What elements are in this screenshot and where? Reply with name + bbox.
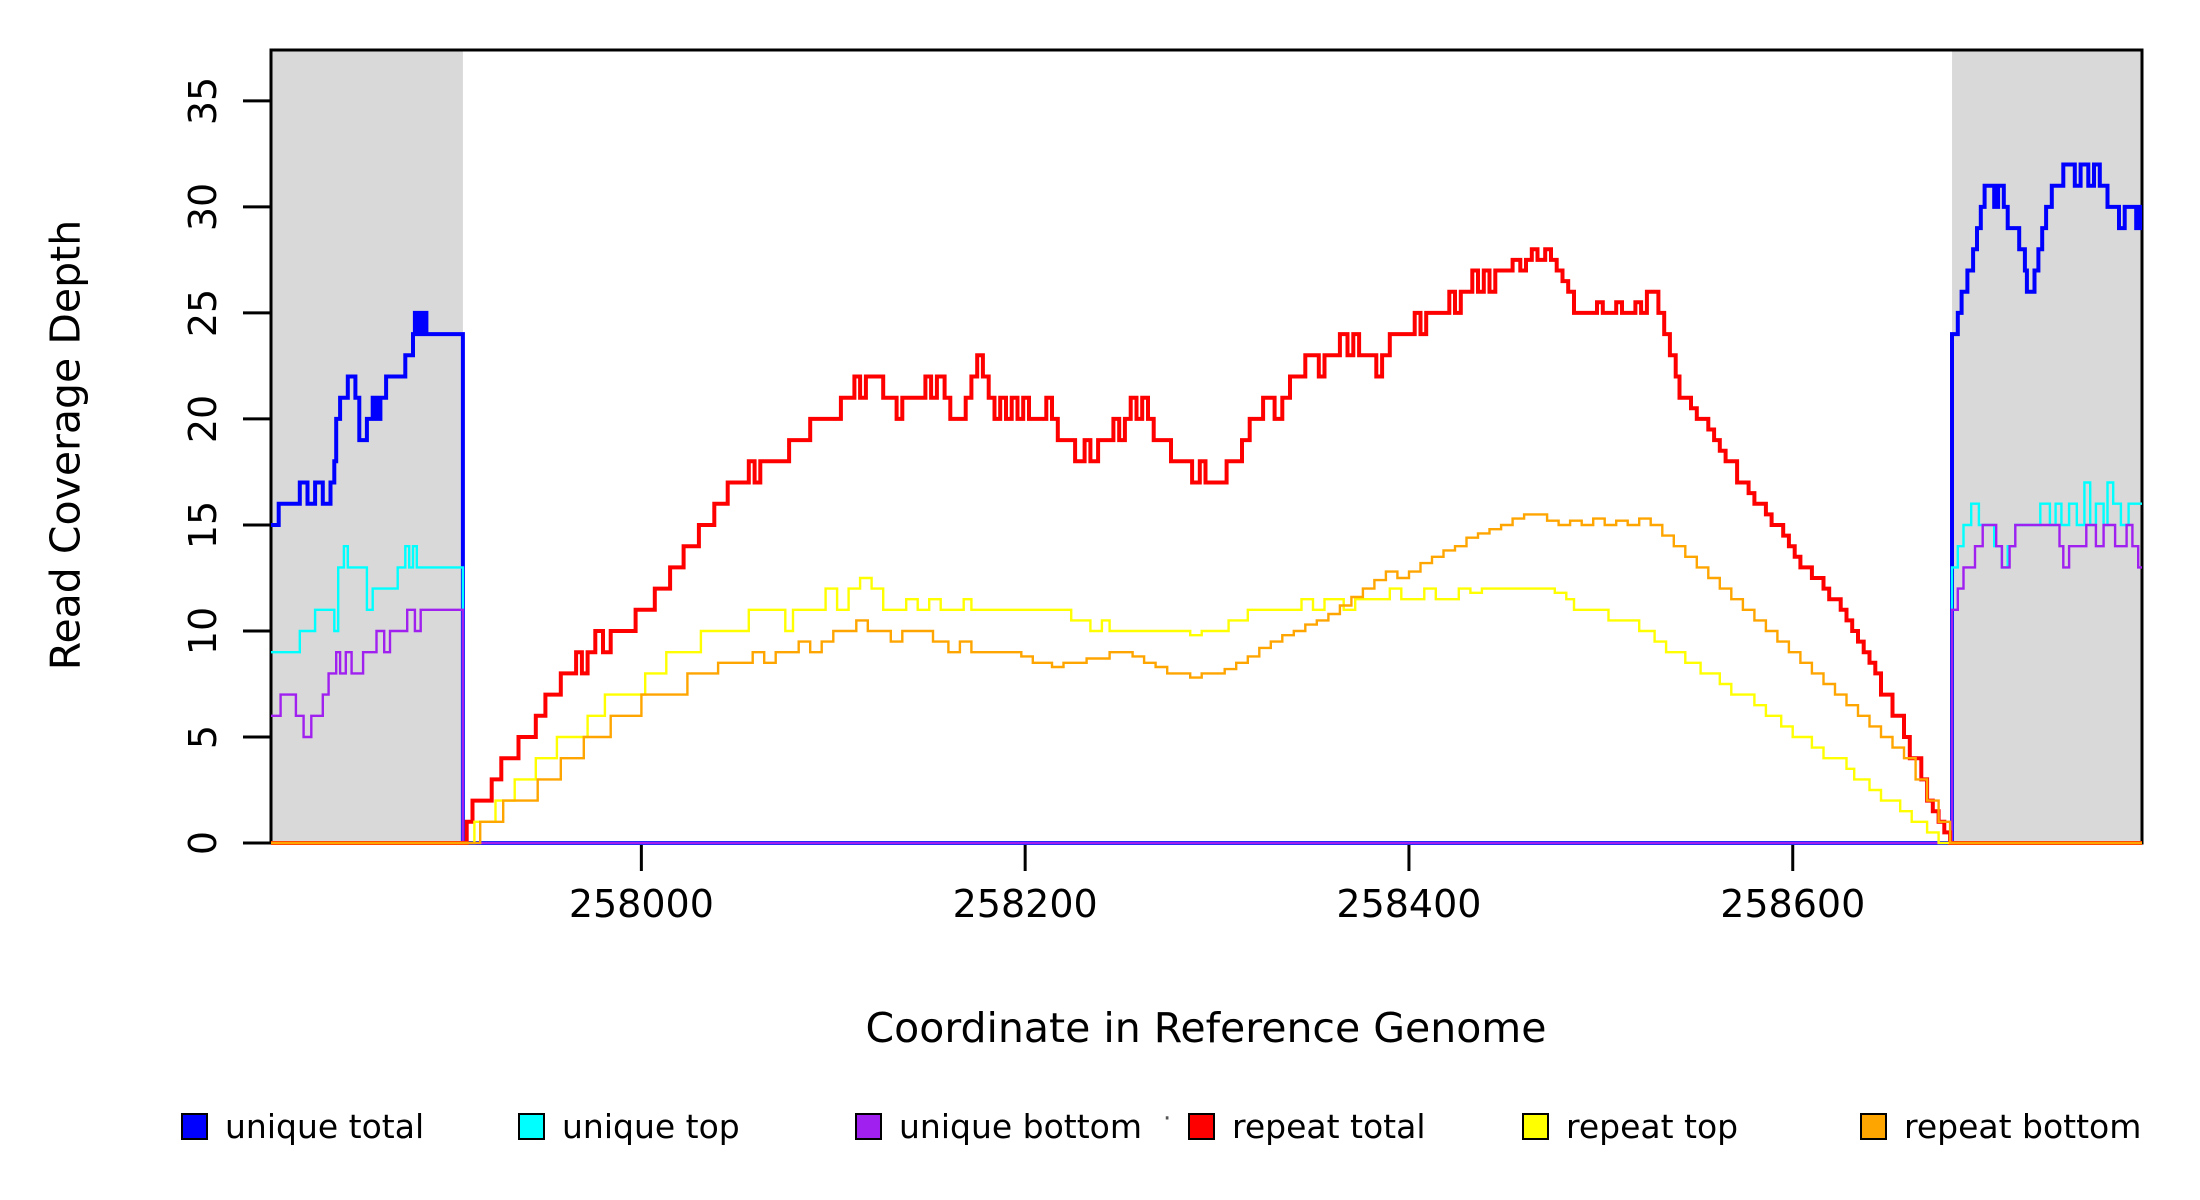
legend-swatch-icon	[518, 1113, 545, 1140]
y-axis-title: Read Coverage Depth	[41, 219, 90, 671]
x-tick-label: 258600	[1720, 882, 1866, 926]
legend-label: repeat bottom	[1904, 1107, 2142, 1146]
y-tick-label: 30	[181, 182, 225, 232]
legend-item-repeat-total: repeat total	[1188, 1110, 1426, 1143]
plot-border	[269, 48, 2144, 845]
y-tick-label: 15	[181, 500, 225, 550]
y-tick-label: 25	[181, 288, 225, 338]
legend-swatch-icon	[1522, 1113, 1549, 1140]
legend-swatch-icon	[855, 1113, 882, 1140]
y-tick-label: 10	[181, 606, 225, 656]
legend-label: repeat top	[1566, 1107, 1739, 1146]
legend-label: repeat total	[1232, 1107, 1426, 1146]
legend-label: unique top	[562, 1107, 740, 1146]
legend-swatch-icon	[1860, 1113, 1887, 1140]
legend-item-repeat-bottom: repeat bottom	[1860, 1110, 2141, 1143]
line-repeat-total	[271, 247, 2142, 845]
masked-region-left	[271, 50, 463, 843]
y-tick-label: 5	[181, 724, 225, 750]
line-repeat-top	[271, 576, 2142, 845]
legend-label: unique bottom	[899, 1107, 1143, 1146]
legend-item-unique-top: unique top	[518, 1110, 740, 1143]
line-unique-total	[271, 162, 2143, 845]
legend-item-unique-bottom: unique bottom	[855, 1110, 1142, 1143]
stray-mark: ·	[1163, 1104, 1172, 1134]
legend-swatch-icon	[1188, 1113, 1215, 1140]
line-unique-top	[271, 481, 2142, 845]
line-unique-bottom	[271, 523, 2142, 845]
y-tick-label: 20	[181, 394, 225, 444]
legend-swatch-icon	[181, 1113, 208, 1140]
x-axis-title: Coordinate in Reference Genome	[865, 1004, 1547, 1052]
masked-region-right	[1952, 50, 2142, 843]
x-tick-label: 258400	[1336, 882, 1482, 926]
legend-item-unique-total: unique total	[181, 1110, 424, 1143]
y-tick-label: 35	[181, 76, 225, 126]
y-tick-label: 0	[181, 830, 225, 856]
line-repeat-bottom	[271, 513, 2142, 845]
legend-label: unique total	[225, 1107, 425, 1146]
legend-item-repeat-top: repeat top	[1522, 1110, 1738, 1143]
x-tick-label: 258000	[568, 882, 714, 926]
x-tick-label: 258200	[952, 882, 1098, 926]
